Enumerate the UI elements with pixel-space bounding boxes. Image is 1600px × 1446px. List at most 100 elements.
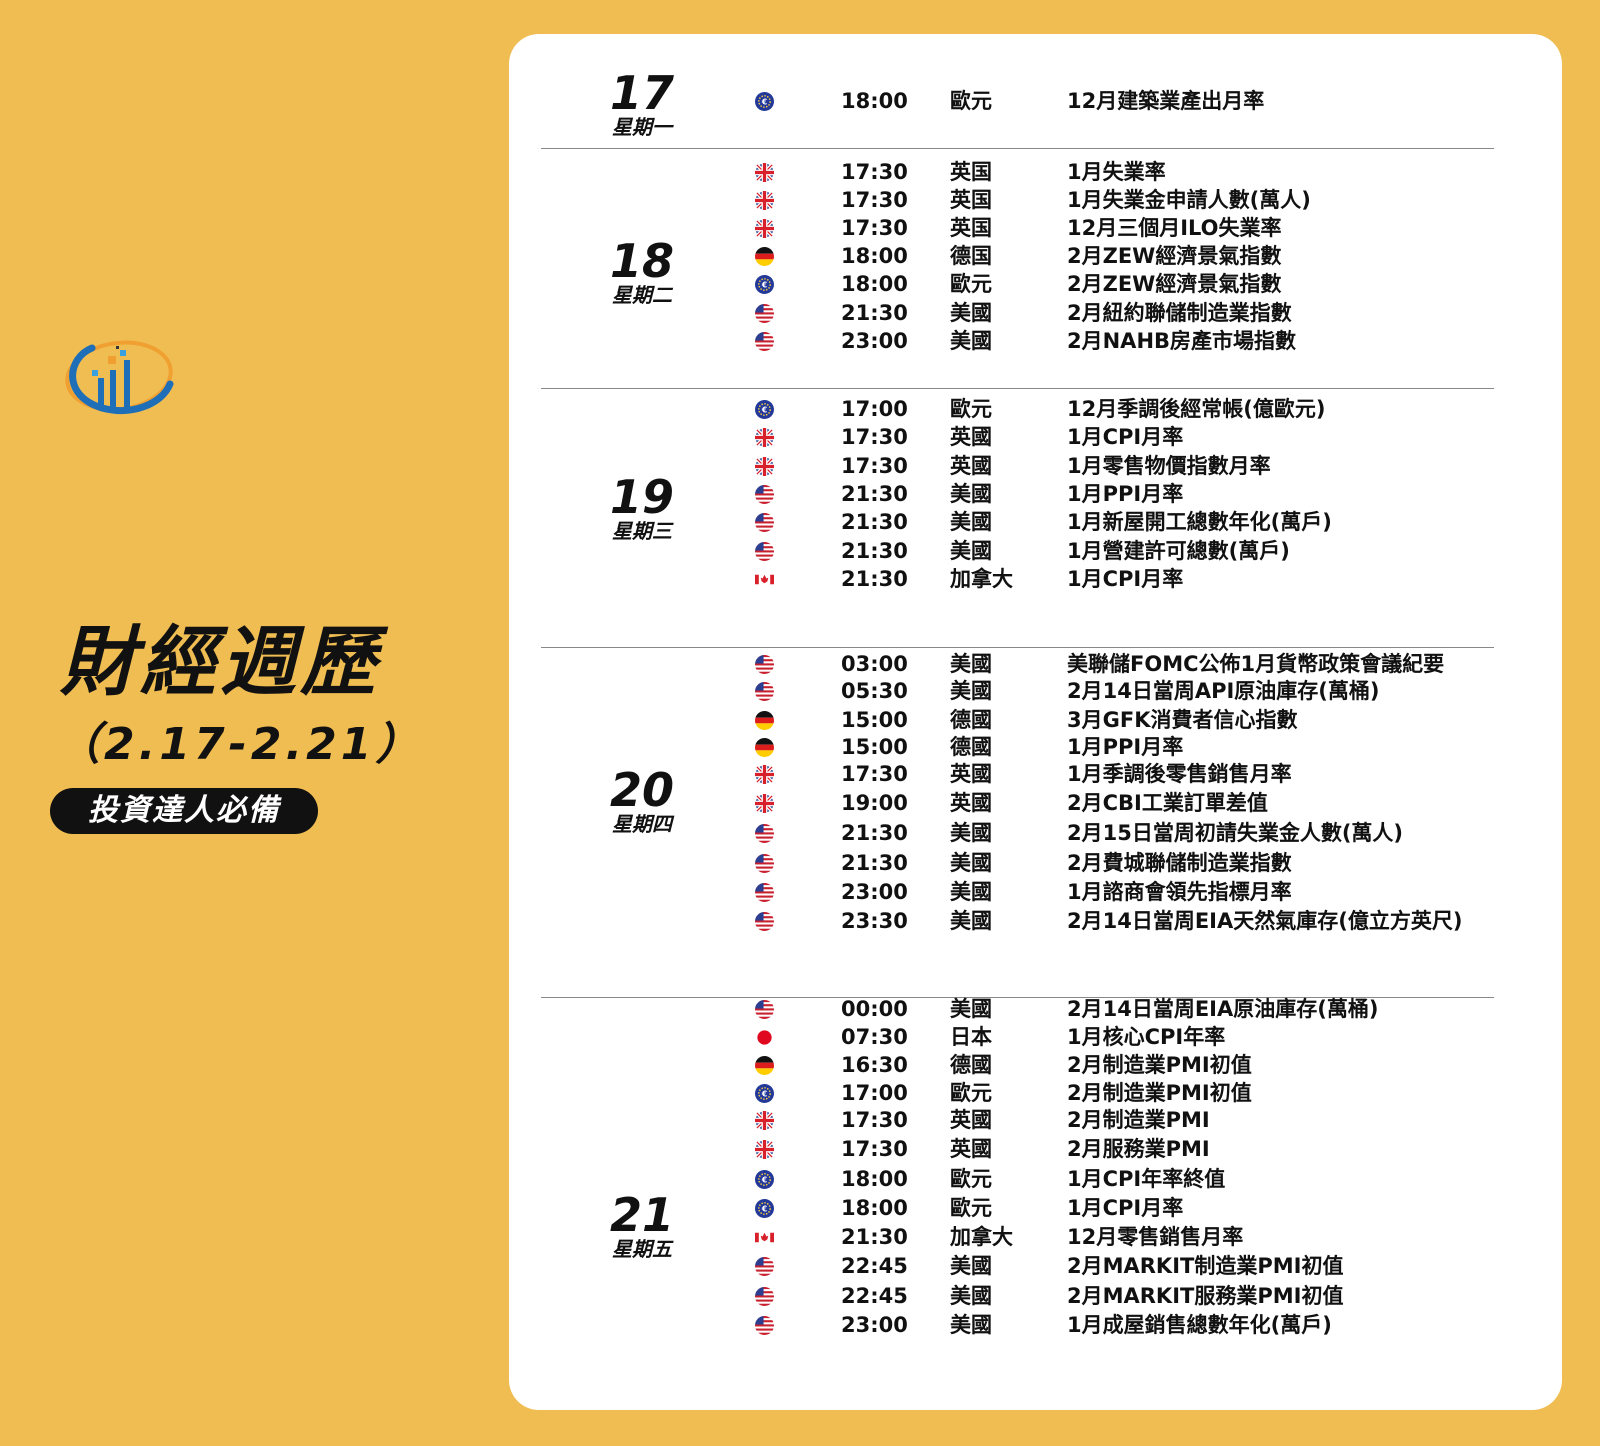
event-name: 1月CPI月率 [1067,425,1184,449]
day-divider [541,647,1494,648]
day-number: 21 [609,1188,674,1242]
weekday: 星期二 [612,283,672,307]
event-name: 2月14日當周EIA天然氣庫存(億立方英尺) [1067,909,1463,933]
uk-flag-icon [755,428,774,447]
weekday: 星期一 [612,115,672,139]
us-flag-icon [755,854,774,873]
event-name: 2月制造業PMI [1067,1108,1210,1132]
event-row: €17:00 歐元 12月季調後經常帳(億歐元) [509,395,1509,423]
calendar-card: 17 星期一 €18:00 歐元 12月建築業產出月率 18 星期二 17:30 英国 1月失業率… [509,34,1562,1410]
event-time: 17:30 [841,160,908,184]
event-country: 美國 [950,1313,992,1337]
event-country: 歐元 [950,89,992,113]
event-name: 12月三個月ILO失業率 [1067,216,1282,240]
uk-flag-icon [755,1111,774,1130]
event-country: 美國 [950,329,992,353]
event-time: 22:45 [841,1284,908,1308]
event-country: 英國 [950,425,992,449]
event-name: 美聯儲FOMC公佈1月貨幣政策會議紀要 [1067,652,1445,676]
event-country: 美國 [950,997,992,1021]
event-name: 1月PPI月率 [1067,482,1184,506]
us-flag-icon [755,682,774,701]
event-row: 21:30 美國 1月營建許可總數(萬戶) [509,537,1509,565]
event-time: 07:30 [841,1025,908,1049]
event-time: 23:30 [841,909,908,933]
weekday: 星期四 [612,812,672,836]
event-name: 1月CPI年率終值 [1067,1167,1226,1191]
event-row: 23:00 美國 2月NAHB房產市場指數 [509,327,1509,355]
event-time: 18:00 [841,89,908,113]
day-divider [541,997,1494,998]
event-row: 17:30 英国 12月三個月ILO失業率 [509,214,1509,242]
event-name: 2月15日當周初請失業金人數(萬人) [1067,821,1404,845]
event-time: 21:30 [841,539,908,563]
event-time: 23:00 [841,1313,908,1337]
event-country: 加拿大 [950,1225,1013,1249]
event-row: 17:30 英國 1月季調後零售銷售月率 [509,760,1509,788]
event-time: 03:00 [841,652,908,676]
event-name: 2月ZEW經濟景氣指數 [1067,272,1282,296]
event-name: 2月14日當周EIA原油庫存(萬桶) [1067,997,1379,1021]
event-row: 17:30 英國 2月服務業PMI [509,1135,1509,1163]
event-time: 21:30 [841,1225,908,1249]
event-name: 2月服務業PMI [1067,1137,1210,1161]
event-name: 2月MARKIT服務業PMI初值 [1067,1284,1344,1308]
event-time: 21:30 [841,821,908,845]
event-country: 歐元 [950,1081,992,1105]
event-row: 19:00 英國 2月CBI工業訂單差值 [509,789,1509,817]
de-flag-icon [755,711,774,730]
event-row: 21:30 加拿大 1月CPI月率 [509,565,1509,593]
event-name: 12月零售銷售月率 [1067,1225,1244,1249]
event-row: 00:00 美國 2月14日當周EIA原油庫存(萬桶) [509,995,1509,1023]
event-time: 17:00 [841,1081,908,1105]
event-country: 英國 [950,1108,992,1132]
event-name: 12月季調後經常帳(億歐元) [1067,397,1326,421]
event-name: 1月零售物價指數月率 [1067,454,1271,478]
svg-text:€: € [761,1089,767,1098]
event-row: 21:30 美國 2月費城聯儲制造業指數 [509,849,1509,877]
us-flag-icon [755,542,774,561]
event-time: 21:30 [841,567,908,591]
day-label: 21 星期五 [587,1192,697,1260]
event-country: 美國 [950,539,992,563]
event-name: 1月新屋開工總數年化(萬戶) [1067,510,1332,534]
event-row: 16:30 德國 2月制造業PMI初值 [509,1051,1509,1079]
day-label: 17 星期一 [587,70,697,138]
event-row: 21:30 美國 1月PPI月率 [509,480,1509,508]
event-country: 英国 [950,216,992,240]
us-flag-icon [755,655,774,674]
us-flag-icon [755,513,774,532]
event-name: 1月營建許可總數(萬戶) [1067,539,1290,563]
event-time: 18:00 [841,1167,908,1191]
event-time: 18:00 [841,1196,908,1220]
event-country: 德國 [950,735,992,759]
eu-flag-icon: € [755,400,774,419]
event-country: 加拿大 [950,567,1013,591]
event-country: 美國 [950,1284,992,1308]
event-name: 2月MARKIT制造業PMI初值 [1067,1254,1344,1278]
us-flag-icon [755,332,774,351]
event-name: 2月ZEW經濟景氣指數 [1067,244,1282,268]
uk-flag-icon [755,191,774,210]
event-time: 17:30 [841,1108,908,1132]
event-time: 05:30 [841,679,908,703]
event-row: 03:00 美國 美聯儲FOMC公佈1月貨幣政策會議紀要 [509,650,1509,678]
uk-flag-icon [755,163,774,182]
de-flag-icon [755,738,774,757]
day-divider [541,388,1494,389]
event-country: 日本 [950,1025,992,1049]
tagline-badge: 投資達人必備 [50,788,318,834]
eu-flag-icon: € [755,275,774,294]
event-time: 23:00 [841,880,908,904]
uk-flag-icon [755,457,774,476]
day-label: 20 星期四 [587,767,697,835]
event-name: 1月失業金申請人數(萬人) [1067,188,1311,212]
ca-flag-icon [755,574,774,585]
event-country: 德國 [950,1053,992,1077]
event-country: 英國 [950,454,992,478]
event-country: 美國 [950,880,992,904]
event-row: 07:30 日本 1月核心CPI年率 [509,1023,1509,1051]
event-time: 22:45 [841,1254,908,1278]
event-row: 22:45 美國 2月MARKIT制造業PMI初值 [509,1252,1509,1280]
event-row: 17:30 英國 1月零售物價指數月率 [509,452,1509,480]
